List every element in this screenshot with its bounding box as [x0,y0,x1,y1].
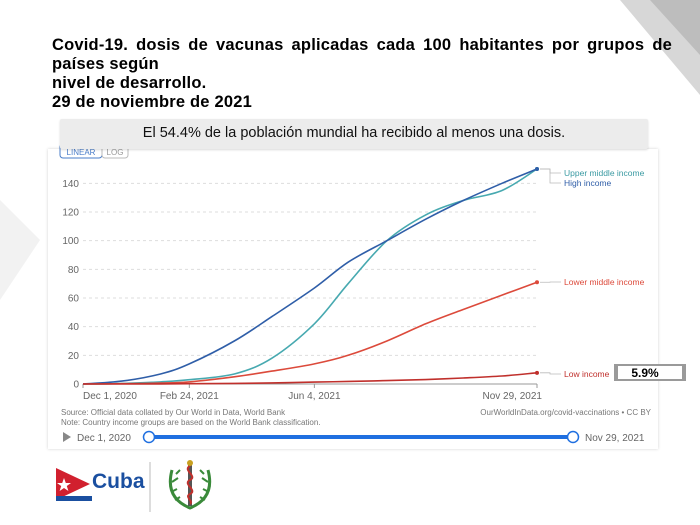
title-line-3: 29 de noviembre de 2021 [52,93,252,111]
series-label-low-income: Low income [564,369,610,379]
series-leader-line [540,168,561,174]
summary-banner-text: El 54.4% de la población mundial ha reci… [142,125,566,141]
x-tick-label: Nov 29, 2021 [483,391,543,402]
series-line-high-income [82,168,538,385]
y-tick-labels: 0 20 40 60 80 100 120 140 [62,179,79,391]
title-line-2: nivel de desarrollo. [52,74,207,92]
health-emblem-icon [168,460,212,510]
x-tick-label: Jun 4, 2021 [288,391,341,402]
cuba-label: Cuba [92,470,145,493]
series-line-upper-middle-income [82,168,538,385]
log-toggle-label: LOG [107,148,124,157]
annotation-value: 5.9% [631,366,659,380]
x-tick-labels: Dec 1, 2020 Feb 24, 2021 Jun 4, 2021 Nov 29… [82,384,543,402]
cuba-flag-icon [56,468,92,501]
play-icon[interactable] [63,432,71,442]
source-text: Source: Official data collated by Our Wo… [61,408,286,417]
linear-toggle-label: LINEAR [67,148,96,157]
credit-text: OurWorldInData.org/covid-vaccinations • … [480,408,651,417]
note-text: Note: Country income groups are based on… [61,418,321,427]
series-end-point [535,370,539,375]
timeline: Dec 1, 2020 Nov 29, 2021 [63,430,645,444]
y-gridlines [83,182,537,385]
timeline-start-label: Dec 1, 2020 [77,433,131,444]
series-lines [82,167,539,385]
series-leader-line [540,168,561,184]
series-end-point [535,167,539,171]
series-label-lower-middle-income: Lower middle income [564,277,645,287]
series-leader-line [540,372,561,375]
x-tick-label: Feb 24, 2021 [160,391,219,402]
page-title: Covid-19. dosis de vacunas aplicadas cad… [52,36,672,112]
timeline-end-handle[interactable] [566,430,580,444]
series-line-lower-middle-income [82,281,538,385]
timeline-end-label: Nov 29, 2021 [585,433,645,444]
title-line-1: Covid-19. dosis de vacunas aplicadas cad… [52,36,672,73]
y-tick-label: 140 [62,179,79,190]
series-label-high-income: High income [564,178,612,188]
timeline-start-handle[interactable] [142,430,156,444]
y-tick-label: 100 [62,236,79,247]
y-tick-label: 20 [68,351,80,362]
series-label-upper-middle-income: Upper middle income [564,168,645,178]
y-tick-label: 120 [62,208,79,219]
series-line-low-income [82,372,538,385]
series-end-point [535,280,539,285]
y-tick-label: 60 [68,294,80,305]
y-tick-label: 40 [68,322,80,333]
low-income-annotation: 5.9% [614,364,686,381]
summary-banner: El 54.4% de la población mundial ha reci… [60,119,648,149]
footer-logos [56,460,212,512]
y-tick-label: 80 [68,265,80,276]
x-tick-label: Dec 1, 2020 [83,391,137,402]
y-tick-label: 0 [73,380,79,391]
chart-card [48,149,658,449]
